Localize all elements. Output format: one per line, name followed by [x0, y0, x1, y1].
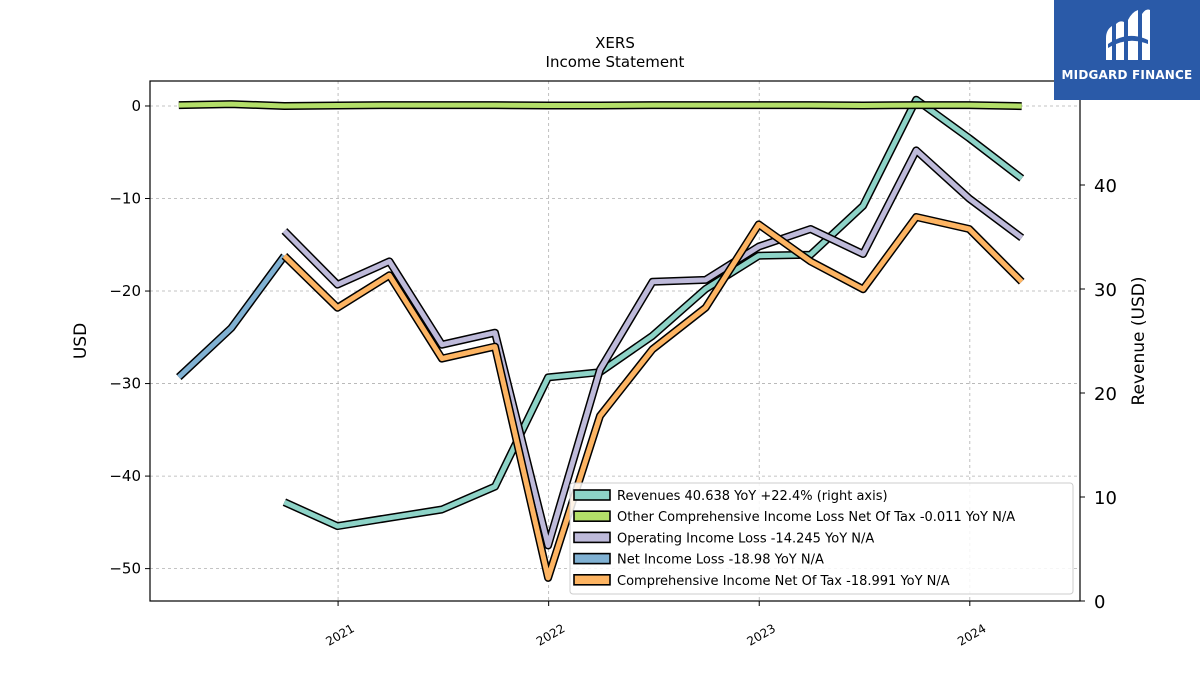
series-other-comprehensive-income-loss-net-of-tax: [178, 100, 1022, 111]
y-axis-label: USD: [71, 323, 91, 359]
series-operating-income-loss: [281, 146, 1025, 550]
series-revenues: [282, 95, 1025, 531]
series-comprehensive-income-net-of-tax: [281, 213, 1025, 582]
x-tick-label: 2022: [534, 621, 567, 648]
legend-swatch: [573, 510, 611, 523]
y-axis-right: 0 10 20 30 40: [1080, 176, 1117, 613]
y-tick-label: −10: [109, 190, 141, 208]
legend-label: Revenues 40.638 YoY +22.4% (right axis): [617, 489, 888, 504]
series-line: [282, 214, 1024, 581]
legend-swatch: [573, 573, 611, 586]
series-line: [283, 97, 1024, 529]
chart-subtitle: Income Statement: [546, 53, 685, 71]
series-line: [282, 147, 1024, 548]
legend-label: Net Income Loss -18.98 YoY N/A: [617, 553, 824, 568]
x-axis: 2021 2022 2023 2024: [323, 601, 989, 649]
legend-swatch: [573, 531, 611, 544]
y2-tick-label: 40: [1094, 176, 1117, 197]
y2-tick-label: 30: [1094, 280, 1117, 301]
y-tick-label: 0: [131, 97, 141, 115]
brand-logo: MIDGARD FINANCE: [1054, 0, 1200, 100]
legend-swatch: [573, 552, 611, 565]
chart-title: XERS: [595, 34, 635, 52]
y-tick-label: −50: [109, 560, 141, 578]
y-tick-label: −40: [109, 467, 141, 485]
y2-axis-label: Revenue (USD): [1129, 276, 1149, 405]
series-net-income-loss: [176, 253, 288, 381]
x-tick-label: 2024: [955, 621, 988, 648]
plot-frame: [149, 80, 1081, 602]
y-tick-label: −20: [109, 282, 141, 300]
legend-box: [569, 482, 1074, 595]
series-line: [177, 254, 287, 379]
series-lines: [176, 95, 1025, 582]
brand-name: MIDGARD FINANCE: [1061, 68, 1193, 82]
series-line: [178, 101, 1022, 109]
legend-label: Other Comprehensive Income Loss Net Of T…: [617, 510, 1015, 525]
y2-tick-label: 20: [1094, 384, 1117, 405]
y2-tick-label: 0: [1094, 592, 1105, 613]
x-tick-label: 2023: [745, 621, 778, 648]
legend-label: Operating Income Loss -14.245 YoY N/A: [617, 531, 874, 546]
y-tick-label: −30: [109, 375, 141, 393]
legend-swatch: [573, 489, 611, 501]
x-tick-label: 2021: [323, 621, 356, 648]
brand-logo-icon: [1106, 9, 1150, 60]
legend: Revenues 40.638 YoY +22.4% (right axis) O…: [569, 482, 1074, 595]
y2-tick-label: 10: [1094, 488, 1117, 509]
y-axis-left: 0 −10 −20 −30 −40 −50: [109, 97, 150, 578]
legend-label: Comprehensive Income Net Of Tax -18.991 …: [617, 574, 950, 589]
